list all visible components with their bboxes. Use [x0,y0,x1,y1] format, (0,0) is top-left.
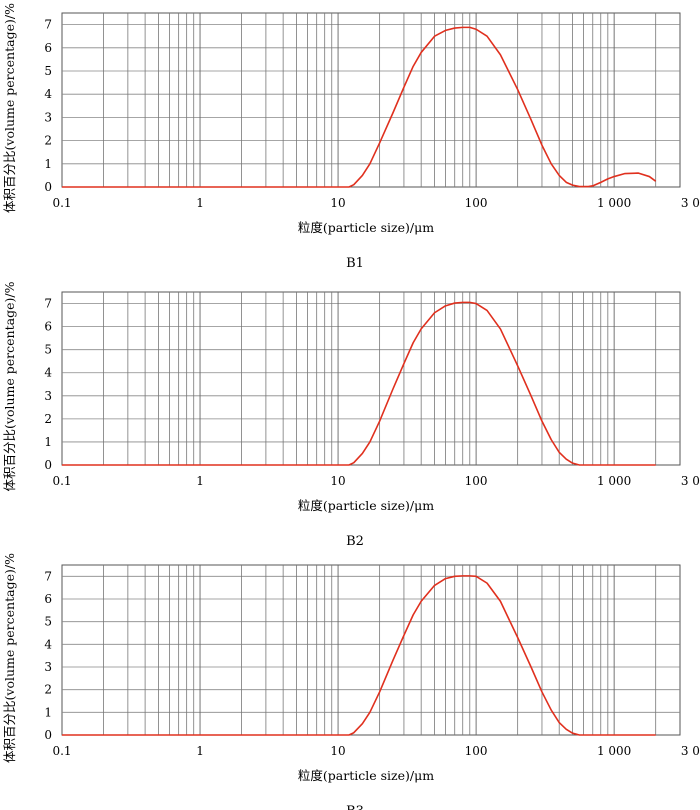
chart-caption: B2 [346,534,364,549]
x-tick-label: 10 [330,196,345,210]
chart-caption: B1 [346,256,364,271]
x-tick-label: 3 000 [681,744,700,758]
x-axis-label: 粒度(particle size)/μm [298,768,434,783]
series-line [62,301,656,466]
y-tick-label: 1 [44,435,52,449]
x-tick-label: 1 [196,744,204,758]
y-tick-label: 5 [44,64,52,78]
chart-caption: B3 [346,804,364,810]
series-line [62,575,656,736]
y-axis-label: 体积百分比(volume percentage)/% [2,553,17,763]
plot-frame [61,291,681,466]
x-tick-label: 100 [465,744,488,758]
y-tick-label: 2 [44,683,52,697]
y-tick-label: 5 [44,615,52,629]
y-tick-label: 2 [44,134,52,148]
x-tick-label: 1 000 [597,196,631,210]
x-tick-label: 10 [330,744,345,758]
y-tick-label: 3 [44,110,52,124]
y-tick-label: 7 [44,18,52,32]
y-tick-label: 0 [44,180,52,194]
series-line [62,26,657,188]
y-tick-label: 7 [44,569,52,583]
y-tick-label: 3 [44,660,52,674]
x-tick-label: 10 [330,474,345,488]
x-tick-label: 0.1 [52,744,71,758]
y-tick-label: 1 [44,705,52,719]
x-tick-label: 3 000 [681,196,700,210]
y-tick-label: 3 [44,389,52,403]
x-tick-label: 0.1 [52,196,71,210]
y-tick-label: 7 [44,297,52,311]
chart-b2: 0 1 2 3 4 5 6 7 0.1 1 10 100 1 000 3 000 粒度(particle s… [2,281,700,549]
y-tick-label: 2 [44,412,52,426]
x-tick-label: 100 [465,474,488,488]
y-tick-label: 0 [44,458,52,472]
chart-b1: 0 1 2 3 4 5 6 7 0.1 1 10 100 1 000 3 000 粒度(particle s… [2,3,700,271]
y-tick-label: 4 [44,87,52,101]
chart-b3: 0 1 2 3 4 5 6 7 0.1 1 10 100 1 000 3 000 粒度(particle s… [2,553,700,810]
y-axis-label: 体积百分比(volume percentage)/% [2,3,17,213]
x-tick-label: 1 [196,196,204,210]
y-tick-label: 4 [44,637,52,651]
x-axis-label: 粒度(particle size)/μm [298,220,434,235]
x-axis-label: 粒度(particle size)/μm [298,498,434,513]
y-tick-label: 5 [44,343,52,357]
x-tick-label: 0.1 [52,474,71,488]
y-tick-label: 6 [44,320,52,334]
y-tick-label: 4 [44,366,52,380]
plot-frame [61,12,681,188]
x-tick-label: 1 [196,474,204,488]
y-axis-label: 体积百分比(volume percentage)/% [2,281,17,491]
plot-frame [61,564,681,736]
x-tick-label: 1 000 [597,744,631,758]
y-tick-label: 1 [44,157,52,171]
y-tick-label: 6 [44,41,52,55]
y-tick-label: 0 [44,728,52,742]
x-tick-label: 1 000 [597,474,631,488]
y-tick-label: 6 [44,592,52,606]
x-tick-label: 3 000 [681,474,700,488]
x-tick-label: 100 [465,196,488,210]
